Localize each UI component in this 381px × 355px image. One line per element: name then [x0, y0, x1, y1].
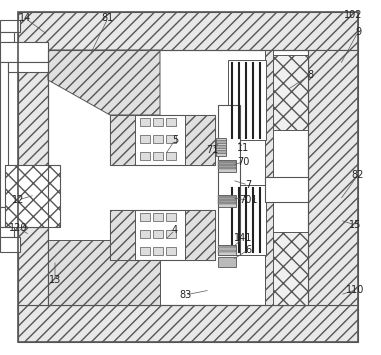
Bar — [153, 135, 163, 143]
Bar — [218, 105, 240, 255]
Text: 11: 11 — [237, 143, 249, 153]
Text: 120: 120 — [9, 223, 27, 233]
Bar — [140, 135, 150, 143]
Text: 70: 70 — [237, 157, 249, 167]
Bar — [166, 152, 176, 160]
Bar — [166, 118, 176, 126]
Bar — [153, 152, 163, 160]
Text: 15: 15 — [349, 220, 361, 230]
Text: 5: 5 — [172, 135, 178, 145]
Bar — [0, 32, 14, 42]
Bar — [0, 227, 14, 237]
Bar — [140, 118, 150, 126]
Bar — [18, 305, 358, 342]
Text: 82: 82 — [352, 170, 364, 180]
Bar — [0, 20, 20, 32]
Bar — [216, 140, 226, 143]
Bar — [140, 213, 150, 221]
Bar — [153, 247, 163, 255]
Bar — [18, 12, 358, 342]
Bar — [166, 213, 176, 221]
Text: 8: 8 — [307, 70, 313, 80]
Text: 12: 12 — [12, 195, 24, 205]
Bar — [140, 247, 150, 255]
Bar — [216, 150, 226, 153]
Text: 71: 71 — [206, 145, 218, 155]
Bar — [8, 62, 48, 72]
Bar — [216, 145, 226, 148]
Text: 14: 14 — [19, 13, 31, 23]
Text: 110: 110 — [346, 285, 364, 295]
Bar — [218, 246, 236, 248]
Bar — [265, 177, 308, 202]
Text: 701: 701 — [239, 195, 257, 205]
Bar — [110, 115, 135, 165]
Bar — [185, 210, 215, 260]
Bar — [218, 199, 236, 201]
Text: 6: 6 — [245, 245, 251, 255]
Bar — [228, 185, 266, 255]
Bar — [48, 50, 308, 305]
Text: 7: 7 — [245, 180, 251, 190]
Bar — [218, 245, 236, 255]
Bar — [0, 42, 48, 62]
Bar — [153, 118, 163, 126]
Text: 9: 9 — [355, 27, 361, 37]
Bar — [218, 164, 236, 166]
Bar — [0, 207, 48, 227]
Polygon shape — [48, 50, 160, 115]
Text: 13: 13 — [49, 275, 61, 285]
Bar — [218, 257, 236, 267]
Bar — [218, 160, 236, 172]
Bar — [265, 232, 308, 305]
Bar — [265, 50, 273, 305]
Bar — [166, 135, 176, 143]
Bar — [228, 60, 266, 140]
Bar — [218, 202, 236, 204]
Bar — [218, 167, 236, 169]
Text: 4: 4 — [172, 225, 178, 235]
Text: 141: 141 — [234, 233, 252, 243]
Bar — [8, 197, 48, 207]
Bar — [18, 12, 358, 50]
Bar — [140, 230, 150, 238]
Polygon shape — [48, 240, 160, 305]
Bar — [166, 247, 176, 255]
Bar — [218, 161, 236, 163]
Bar — [110, 115, 215, 165]
Bar — [110, 210, 135, 260]
Text: 81: 81 — [102, 13, 114, 23]
Bar — [0, 237, 20, 252]
Bar — [153, 213, 163, 221]
Bar — [18, 50, 48, 305]
Bar — [218, 195, 236, 207]
Bar — [218, 250, 236, 252]
Bar — [140, 152, 150, 160]
Bar — [265, 55, 308, 130]
Bar — [218, 196, 236, 198]
Bar — [5, 165, 60, 227]
Text: 83: 83 — [179, 290, 191, 300]
Text: 102: 102 — [344, 10, 362, 20]
Bar — [0, 62, 8, 207]
Bar — [110, 210, 215, 260]
Bar — [153, 230, 163, 238]
Bar — [166, 230, 176, 238]
Bar — [185, 115, 215, 165]
Bar — [308, 50, 358, 305]
Bar — [216, 138, 226, 156]
